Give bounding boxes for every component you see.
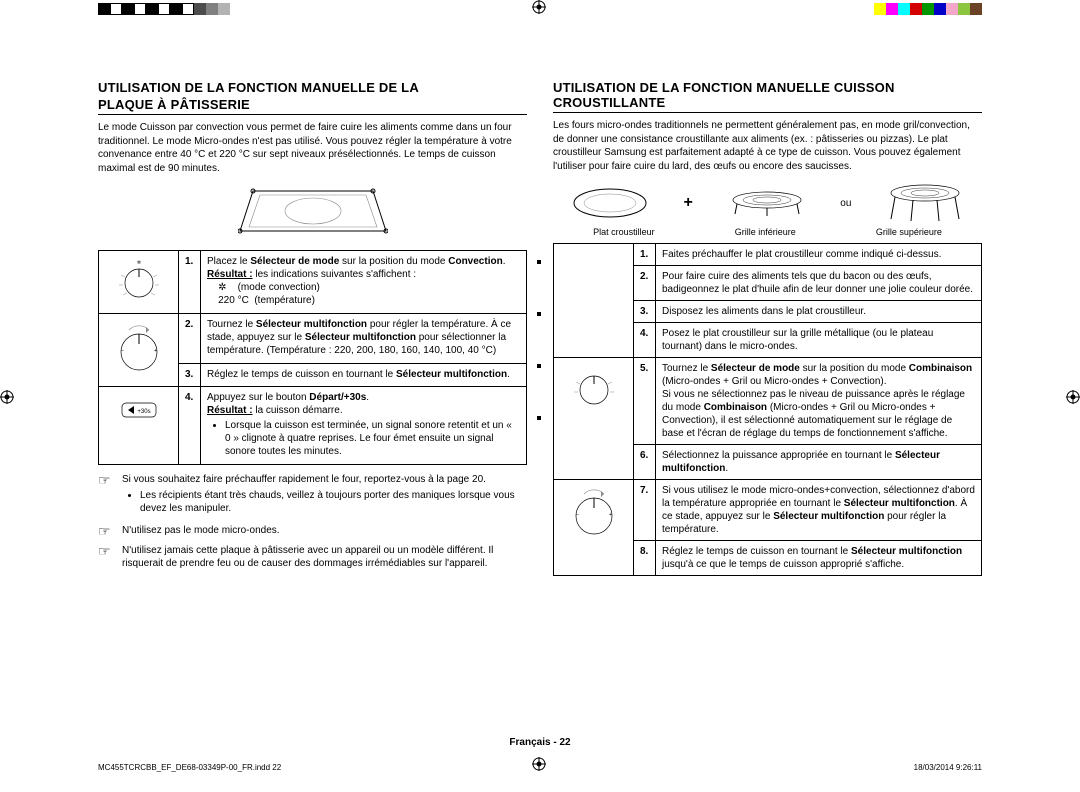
step-num: 4. <box>179 387 201 465</box>
step-text: Réglez le temps de cuisson en tournant l… <box>201 364 527 387</box>
low-rack-icon <box>727 184 807 222</box>
pointing-hand-icon: ☞ <box>98 544 116 558</box>
footer-filename: MC455TCRCBB_EF_DE68-03349P-00_FR.indd 22 <box>98 763 281 772</box>
baking-tray-figure <box>98 183 527 242</box>
step-num: 8. <box>634 541 656 576</box>
step-num: 6. <box>634 445 656 480</box>
label-crisp-plate: Plat croustilleur <box>593 227 655 237</box>
step-num: 3. <box>179 364 201 387</box>
left-intro: Le mode Cuisson par convection vous perm… <box>98 121 527 175</box>
registration-mark-bottom <box>532 757 546 774</box>
step-text: Réglez le temps de cuisson en tournant l… <box>656 541 982 576</box>
left-steps-table: ✲ 1. Placez le Sélecteur de mode sur la … <box>98 250 527 465</box>
svg-text:+: + <box>154 348 157 354</box>
svg-text:–: – <box>576 512 579 518</box>
step-num: 2. <box>634 266 656 301</box>
mode-dial-icon <box>554 358 634 480</box>
page-content: UTILISATION DE LA FONCTION MANUELLE DE L… <box>98 80 982 752</box>
left-column: UTILISATION DE LA FONCTION MANUELLE DE L… <box>98 80 527 752</box>
step-text: Tournez le Sélecteur multifonction pour … <box>201 314 527 364</box>
step-text: Sélectionnez la puissance appropriée en … <box>656 445 982 480</box>
step-num: 2. <box>179 314 201 364</box>
step-num: 5. <box>634 358 656 445</box>
multi-dial-icon: –+ <box>99 314 179 387</box>
right-steps-table: 1. Faites préchauffer le plat croustille… <box>553 243 982 576</box>
accessories-figure: + ou <box>553 181 982 225</box>
svg-text:–: – <box>121 348 124 354</box>
registration-mark-right <box>1066 390 1080 404</box>
placeholder-cell <box>554 244 634 358</box>
step-num: 1. <box>634 244 656 266</box>
pointing-hand-icon: ☞ <box>98 524 116 538</box>
or-label: ou <box>840 198 851 209</box>
svg-text:✲: ✲ <box>136 260 140 266</box>
start-button-icon: +30s <box>99 387 179 465</box>
step-text: Si vous utilisez le mode micro-ondes+con… <box>656 480 982 541</box>
step-text: Tournez le Sélecteur de mode sur la posi… <box>656 358 982 445</box>
plus-sign: + <box>684 194 693 212</box>
right-title: UTILISATION DE LA FONCTION MANUELLE CUIS… <box>553 80 982 110</box>
step-text: Appuyez sur le bouton Départ/+30s.Résult… <box>201 387 527 465</box>
accessories-labels: Plat croustilleur Grille inférieure Gril… <box>553 227 982 237</box>
crisp-plate-icon <box>570 184 650 222</box>
label-high-rack: Grille supérieure <box>876 227 942 237</box>
pointing-hand-icon: ☞ <box>98 473 116 487</box>
step-num: 3. <box>634 301 656 323</box>
step-num: 4. <box>634 323 656 358</box>
right-column: UTILISATION DE LA FONCTION MANUELLE CUIS… <box>553 80 982 752</box>
svg-text:+: + <box>609 512 612 518</box>
step-num: 1. <box>179 251 201 314</box>
step-text: Posez le plat croustilleur sur la grille… <box>656 323 982 358</box>
registration-mark-left <box>0 390 14 404</box>
high-rack-icon <box>885 181 965 225</box>
right-intro: Les fours micro-ondes traditionnels ne p… <box>553 119 982 173</box>
left-title-1: UTILISATION DE LA FONCTION MANUELLE DE L… <box>98 80 527 95</box>
left-title-2: PLAQUE À PÂTISSERIE <box>98 97 527 112</box>
step-text: Pour faire cuire des aliments tels que d… <box>656 266 982 301</box>
page-number: Français - 22 <box>0 737 1080 748</box>
left-notes: ☞Si vous souhaitez faire préchauffer rap… <box>98 473 527 571</box>
step-num: 7. <box>634 480 656 541</box>
step-text: Faites préchauffer le plat croustilleur … <box>656 244 982 266</box>
label-low-rack: Grille inférieure <box>735 227 796 237</box>
svg-text:+30s: +30s <box>137 409 150 415</box>
multi-dial-icon: –+ <box>554 480 634 576</box>
footer-timestamp: 18/03/2014 9:26:11 <box>914 763 982 772</box>
step-text: Disposez les aliments dans le plat crous… <box>656 301 982 323</box>
step-text: Placez le Sélecteur de mode sur la posit… <box>201 251 527 314</box>
mode-dial-icon: ✲ <box>99 251 179 314</box>
registration-mark-top <box>532 0 546 14</box>
